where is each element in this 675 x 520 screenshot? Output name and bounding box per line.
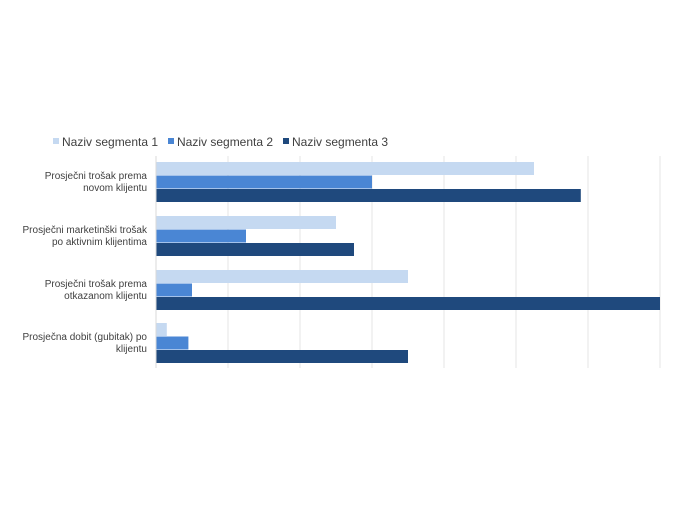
bar: [156, 336, 189, 350]
category-label: po aktivnim klijentima: [52, 237, 147, 248]
bar: [156, 297, 660, 310]
bar: [156, 243, 354, 256]
bar: [156, 323, 167, 336]
legend-swatch: [53, 138, 59, 144]
legend-label: Naziv segmenta 1: [62, 135, 158, 149]
legend-label: Naziv segmenta 3: [292, 135, 388, 149]
bars: [156, 162, 660, 363]
category-label: Prosječni marketinški trošak: [23, 225, 148, 236]
legend-swatch: [168, 138, 174, 144]
category-label: Prosječni trošak prema: [45, 279, 148, 290]
bar: [156, 216, 336, 229]
bar: [156, 189, 581, 202]
bar: [156, 175, 372, 189]
bar: [156, 350, 408, 363]
category-label: klijentu: [116, 344, 147, 355]
category-label: novom klijentu: [83, 183, 147, 194]
bar: [156, 283, 192, 297]
category-label: otkazanom klijentu: [64, 291, 147, 302]
legend-swatch: [283, 138, 289, 144]
bar: [156, 229, 246, 243]
bar: [156, 162, 534, 175]
category-label: Prosječni trošak prema: [45, 171, 148, 182]
category-label: Prosječna dobit (gubitak) po: [22, 332, 147, 343]
legend: Naziv segmenta 1 Naziv segmenta 2 Naziv se…: [53, 135, 388, 149]
bar: [156, 270, 408, 283]
legend-label: Naziv segmenta 2: [177, 135, 273, 149]
